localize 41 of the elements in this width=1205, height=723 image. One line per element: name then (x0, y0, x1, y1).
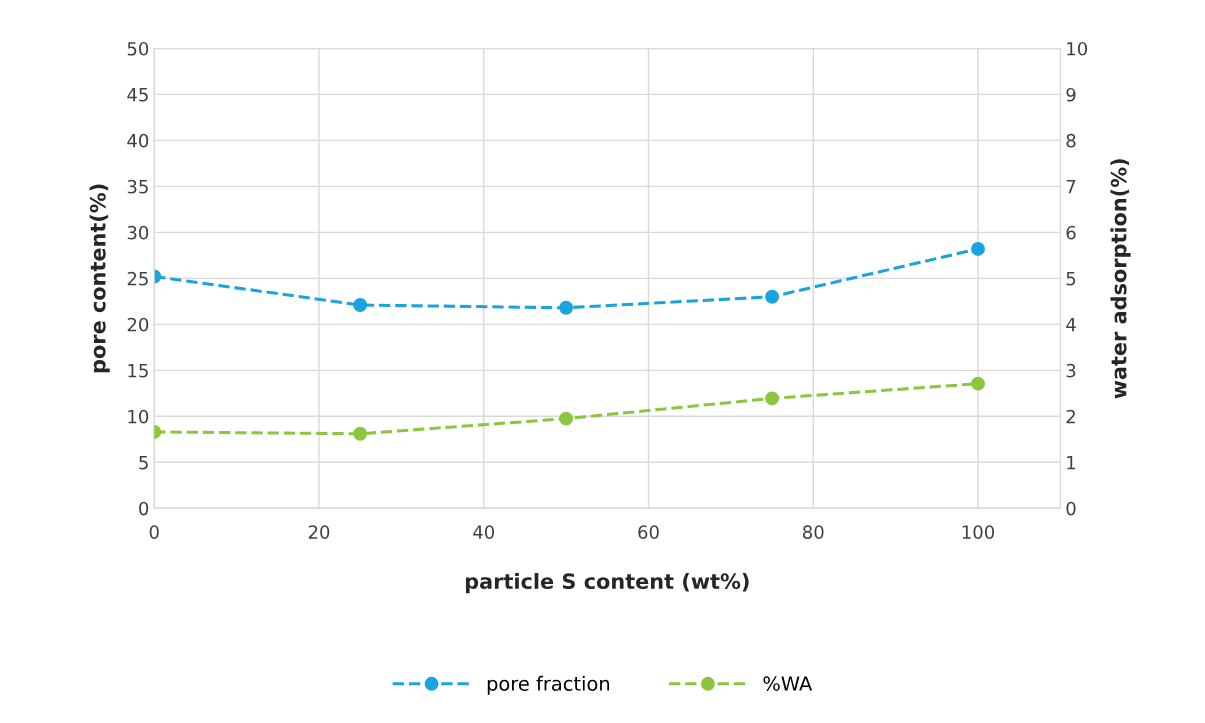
y2-axis-title: water adsorption(%) (1110, 159, 1131, 399)
x-tick-label: 0 (149, 525, 159, 539)
y-tick-label: 35 (127, 179, 148, 194)
point (971, 376, 985, 391)
y2-tick-label: 4 (1066, 318, 1076, 332)
y-tick-label: 30 (127, 225, 149, 240)
x-tick-label: 80 (803, 525, 824, 539)
y2-tick-label: 5 (1066, 272, 1076, 286)
x-tick-label: 100 (962, 525, 995, 539)
y-tick-label: 10 (128, 409, 149, 424)
point (765, 391, 780, 406)
y2-tick-label: 2 (1066, 409, 1075, 424)
point (559, 300, 574, 315)
y2-tick-label: 10 (1067, 41, 1088, 56)
point (765, 289, 780, 304)
legend-label: pore fraction (487, 675, 610, 695)
y2-tick-label: 9 (1066, 87, 1076, 102)
y-tick-label: 20 (127, 317, 149, 332)
point (353, 426, 368, 441)
y-tick-label: 5 (139, 455, 148, 470)
y-tick-label: 40 (127, 133, 149, 148)
point (353, 298, 368, 312)
y-tick-label: 25 (127, 271, 148, 286)
y2-tick-label: 1 (1067, 455, 1076, 470)
y-axis-title: pore content(%) (89, 184, 110, 373)
y-tick-label: 0 (139, 501, 149, 516)
point (559, 411, 574, 426)
point (971, 241, 985, 256)
y-tick-label: 15 (128, 364, 148, 378)
y2-tick-label: 7 (1066, 180, 1076, 194)
x-tick-label: 20 (308, 525, 330, 539)
y-tick-label: 50 (127, 41, 149, 56)
x-tick-label: 40 (473, 525, 495, 539)
x-axis-title: particle S content (wt%) (465, 572, 749, 594)
y2-tick-label: 0 (1066, 501, 1076, 516)
legend-label: %WA (763, 676, 813, 691)
y2-tick-label: 6 (1066, 225, 1076, 240)
y2-tick-label: 3 (1066, 363, 1076, 378)
y-tick-label: 45 (127, 88, 148, 102)
x-tick-label: 60 (638, 525, 659, 539)
y2-tick-label: 8 (1066, 133, 1076, 148)
